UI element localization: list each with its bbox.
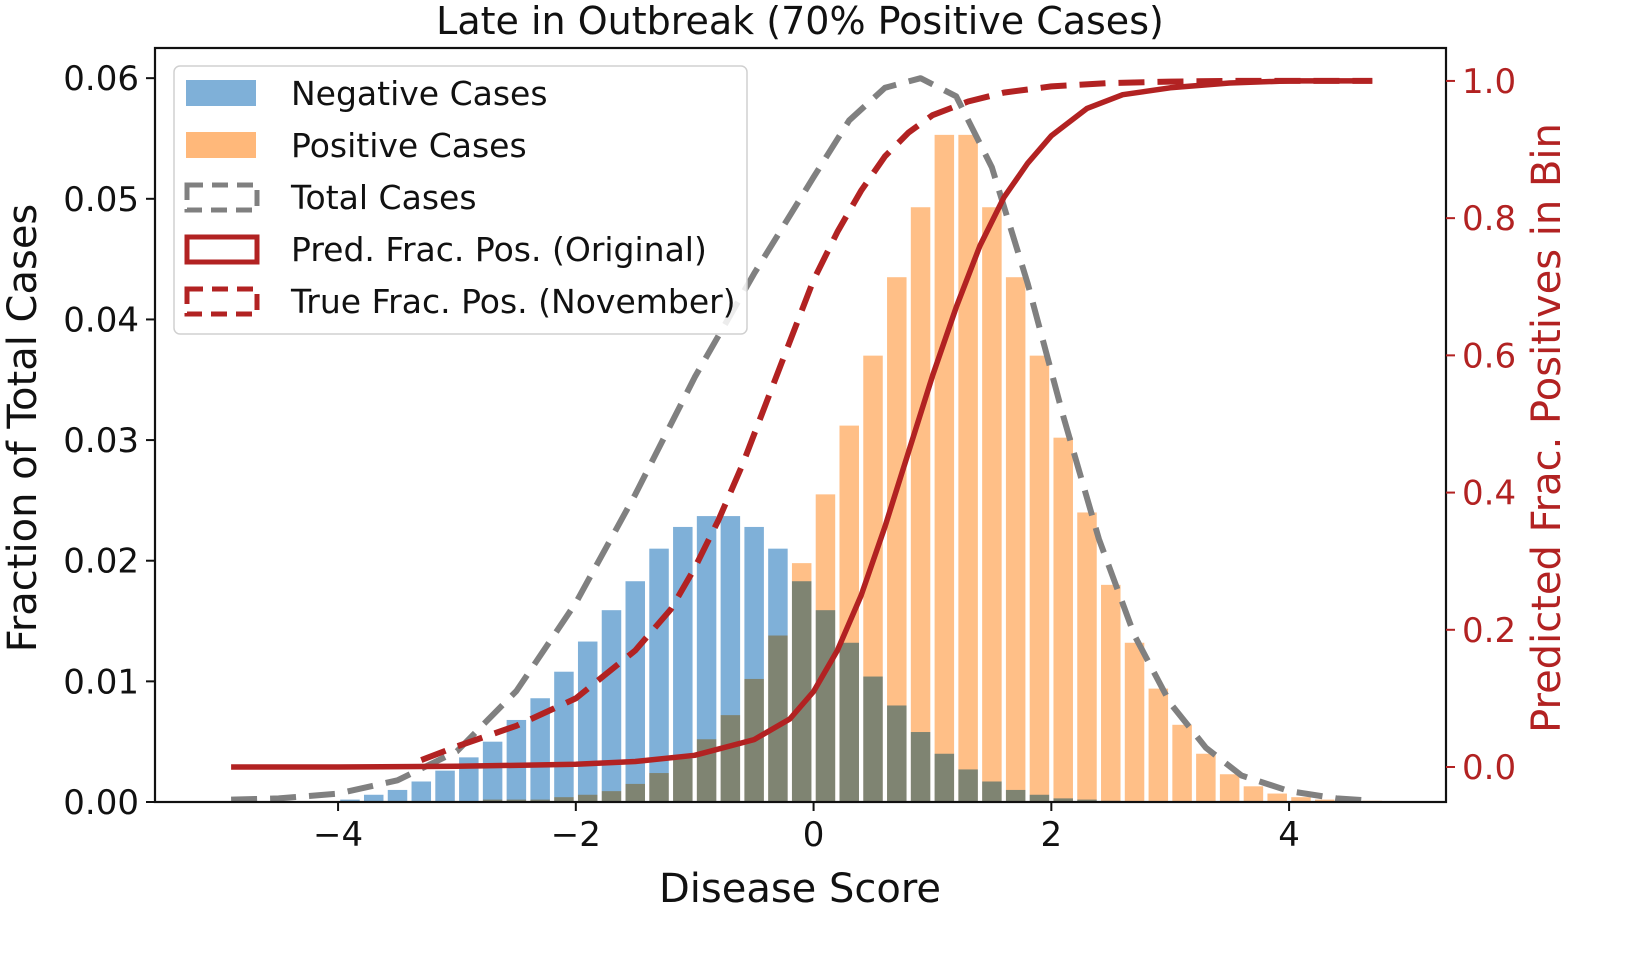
plot-frame <box>153 46 1448 804</box>
y-tick-label: 0.04 <box>63 300 139 340</box>
bar-positive <box>554 797 574 802</box>
x-tick-label: −4 <box>313 815 363 855</box>
bar-positive <box>982 207 1002 802</box>
y2-tick-label: 0.6 <box>1462 336 1516 376</box>
x-tick-label: 4 <box>1278 815 1300 855</box>
legend-label: Pred. Frac. Pos. (Original) <box>291 230 707 269</box>
y2-tick-label: 0.8 <box>1462 199 1516 239</box>
legend-swatch <box>184 182 260 213</box>
y-axis-left: 0.00 0.01 0.02 0.03 0.04 0.05 0.06 <box>63 59 155 823</box>
y-tick-label: 0.00 <box>63 783 139 823</box>
bar-positive <box>1053 437 1073 802</box>
bar-negative <box>482 741 503 802</box>
bar-positive <box>1291 797 1311 802</box>
legend-swatch <box>184 234 260 265</box>
legend: Negative Cases Positive Cases Total Cases P… <box>173 65 748 335</box>
bar-positive <box>1267 793 1287 802</box>
y-tick-label: 0.01 <box>63 662 139 702</box>
bar-negative <box>696 516 717 802</box>
bar-positive <box>1314 799 1335 802</box>
bar-positive <box>506 799 527 802</box>
y-axis-right: 0.0 0.2 0.4 0.6 0.8 1.0 <box>1446 62 1516 788</box>
legend-label: Negative Cases <box>291 74 548 113</box>
bar-positive <box>815 494 836 802</box>
bar-positive <box>958 134 978 803</box>
legend-swatch <box>186 80 256 106</box>
bar-positive <box>1124 642 1145 802</box>
x-axis-label: Disease Score <box>659 866 941 912</box>
bar-positive <box>1005 277 1026 802</box>
bar-positive <box>530 799 550 802</box>
bar-positive <box>768 635 788 802</box>
y2-tick-label: 0.4 <box>1462 474 1516 514</box>
bar-positive <box>1219 774 1240 802</box>
y-tick-label: 0.05 <box>63 180 139 220</box>
bar-positive <box>625 783 646 802</box>
y-tick-label: 0.06 <box>63 59 139 99</box>
y2-tick-label: 1.0 <box>1462 62 1516 102</box>
bar-positive <box>649 773 669 802</box>
x-tick-label: 2 <box>1041 815 1063 855</box>
bar-positive <box>577 794 598 802</box>
bar-positive <box>910 207 931 802</box>
bar-negative <box>340 799 360 802</box>
bar-positive <box>1148 688 1169 802</box>
bar-negative <box>577 641 598 802</box>
bars-layer <box>340 134 1383 803</box>
legend-label: True Frac. Pos. (November) <box>290 282 736 321</box>
bar-positive <box>863 355 883 802</box>
legend-label: Total Cases <box>290 178 477 217</box>
y-axis-label: Fraction of Total Cases <box>0 204 46 653</box>
bar-positive <box>1196 753 1216 802</box>
legend-swatch <box>184 286 260 317</box>
bar-positive <box>791 563 812 802</box>
chart-title: Late in Outbreak (70% Positive Cases) <box>436 0 1164 43</box>
bar-negative <box>387 789 408 802</box>
x-tick-label: −2 <box>551 815 601 855</box>
bar-positive <box>720 715 741 802</box>
y2-tick-label: 0.0 <box>1462 748 1516 788</box>
bar-negative <box>649 548 669 802</box>
y-tick-label: 0.02 <box>63 542 139 582</box>
bar-negative <box>506 719 527 802</box>
legend-swatch <box>186 132 256 158</box>
bar-positive <box>1243 786 1264 802</box>
bar-negative <box>363 794 384 802</box>
bar-positive <box>1029 355 1050 802</box>
y2-axis-label: Predicted Frac. Positives in Bin <box>1524 123 1570 733</box>
true-frac-pos-line <box>420 77 1373 763</box>
bar-positive <box>482 799 503 802</box>
bar-negative <box>435 770 455 802</box>
legend-label: Positive Cases <box>291 126 527 165</box>
bar-positive <box>934 134 955 803</box>
x-tick-label: 0 <box>803 815 825 855</box>
y2-tick-label: 0.2 <box>1462 611 1516 651</box>
bar-positive <box>1077 512 1097 802</box>
bar-positive <box>839 425 859 802</box>
bar-positive <box>887 277 907 802</box>
x-axis: −4 −2 0 2 4 <box>313 802 1300 855</box>
bar-negative <box>601 610 622 802</box>
y-tick-label: 0.03 <box>63 421 139 461</box>
bar-negative <box>530 698 550 802</box>
lines-layer <box>231 75 1373 804</box>
pred-frac-pos-line <box>231 78 1373 770</box>
bar-positive <box>601 791 622 802</box>
bar-positive <box>1101 584 1121 802</box>
bar-negative <box>625 581 646 802</box>
legend-box <box>173 65 748 335</box>
bar-negative <box>554 671 574 802</box>
bar-positive <box>1172 724 1192 802</box>
bar-positive <box>673 758 693 802</box>
bar-negative <box>411 781 432 802</box>
